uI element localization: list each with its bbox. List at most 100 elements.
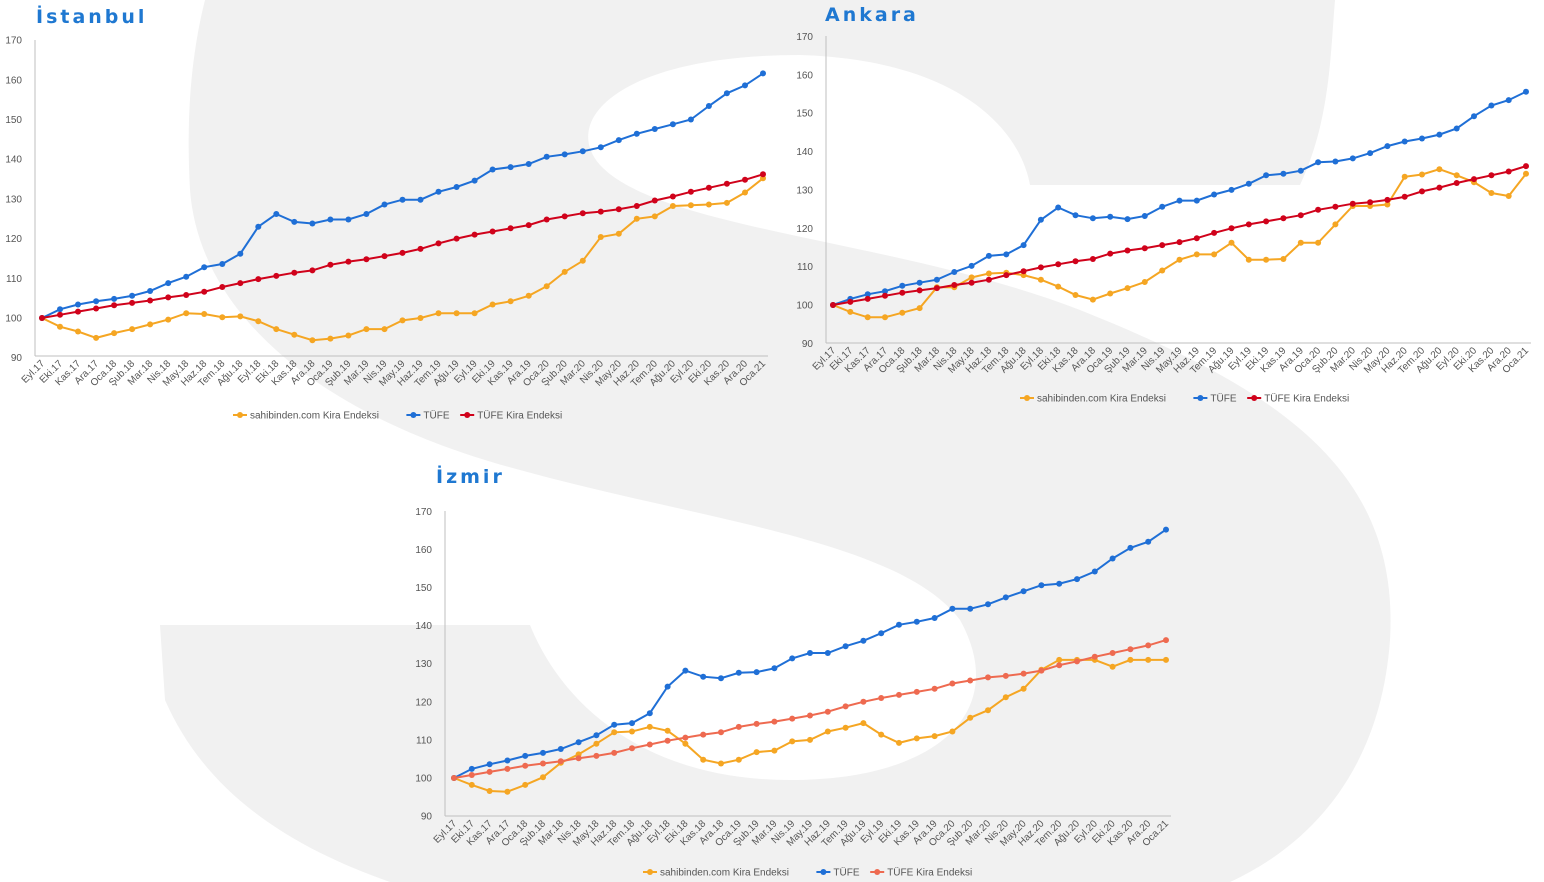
data-point-t-fe-kira-endeksi bbox=[882, 292, 888, 299]
data-point-sahibinden-com-kira-endeksi bbox=[1228, 239, 1235, 246]
data-point-sahibinden-com-kira-endeksi bbox=[718, 760, 724, 767]
data-point-t-fe bbox=[1471, 113, 1477, 120]
data-point-t-fe-kira-endeksi bbox=[1089, 256, 1096, 262]
data-point-t-fe bbox=[543, 153, 550, 160]
data-point-t-fe bbox=[1091, 568, 1098, 575]
data-point-t-fe bbox=[1193, 197, 1200, 204]
data-point-t-fe-kira-endeksi bbox=[842, 703, 849, 710]
legend-marker bbox=[647, 869, 653, 875]
legend-label: TÜFE Kira Endeksi bbox=[477, 410, 562, 422]
data-point-sahibinden-com-kira-endeksi bbox=[327, 335, 334, 342]
data-point-sahibinden-com-kira-endeksi bbox=[646, 723, 653, 730]
y-tick-label: 100 bbox=[5, 314, 22, 325]
data-point-t-fe bbox=[878, 630, 885, 637]
data-point-t-fe-kira-endeksi bbox=[1453, 180, 1460, 186]
data-point-t-fe bbox=[183, 273, 190, 280]
data-point-t-fe-kira-endeksi bbox=[1436, 184, 1443, 191]
data-point-t-fe bbox=[615, 137, 622, 144]
chart-title: İstanbul bbox=[36, 6, 148, 28]
legend-label: sahibinden.com Kira Endeksi bbox=[250, 411, 379, 422]
data-point-sahibinden-com-kira-endeksi bbox=[165, 316, 172, 323]
legend-label: TÜFE bbox=[423, 410, 449, 422]
data-point-sahibinden-com-kira-endeksi bbox=[1488, 190, 1495, 196]
y-tick-label: 90 bbox=[11, 353, 23, 364]
data-point-sahibinden-com-kira-endeksi bbox=[486, 788, 493, 794]
data-point-t-fe-kira-endeksi bbox=[593, 752, 600, 759]
y-tick-label: 100 bbox=[415, 774, 432, 785]
y-tick-label: 150 bbox=[796, 109, 813, 120]
data-point-sahibinden-com-kira-endeksi bbox=[824, 728, 831, 735]
data-point-t-fe bbox=[1384, 143, 1391, 150]
legend-item-t-fe: TÜFE bbox=[406, 410, 450, 422]
data-point-t-fe-kira-endeksi bbox=[860, 698, 867, 705]
legend-item-sahibinden-com-kira-endeksi: sahibinden.com Kira Endeksi bbox=[233, 411, 379, 422]
data-point-sahibinden-com-kira-endeksi bbox=[1453, 172, 1460, 179]
data-point-sahibinden-com-kira-endeksi bbox=[1037, 276, 1044, 283]
data-point-sahibinden-com-kira-endeksi bbox=[789, 738, 796, 745]
data-point-t-fe-kira-endeksi bbox=[664, 737, 671, 744]
istanbul-chart-plot: 90100110120130140150160170Eyl.17Eki.17Ka… bbox=[5, 36, 768, 422]
data-point-sahibinden-com-kira-endeksi bbox=[237, 313, 244, 320]
data-point-sahibinden-com-kira-endeksi bbox=[864, 314, 871, 321]
data-point-t-fe bbox=[1228, 186, 1235, 193]
data-point-sahibinden-com-kira-endeksi bbox=[1523, 170, 1529, 177]
y-tick-label: 140 bbox=[415, 621, 432, 632]
data-point-t-fe-kira-endeksi bbox=[489, 228, 496, 235]
data-point-t-fe bbox=[1280, 170, 1287, 177]
data-point-sahibinden-com-kira-endeksi bbox=[878, 731, 885, 738]
y-tick-label: 170 bbox=[415, 507, 432, 518]
data-point-t-fe bbox=[967, 605, 974, 612]
data-point-t-fe bbox=[147, 288, 154, 294]
data-point-t-fe-kira-endeksi bbox=[615, 206, 622, 213]
data-point-sahibinden-com-kira-endeksi bbox=[742, 189, 748, 196]
data-point-t-fe-kira-endeksi bbox=[219, 284, 226, 290]
data-point-t-fe-kira-endeksi bbox=[899, 289, 906, 296]
data-point-sahibinden-com-kira-endeksi bbox=[985, 270, 992, 277]
legend-item-sahibinden-com-kira-endeksi: sahibinden.com Kira Endeksi bbox=[643, 868, 789, 879]
data-point-sahibinden-com-kira-endeksi bbox=[183, 310, 190, 317]
data-point-sahibinden-com-kira-endeksi bbox=[201, 311, 208, 317]
data-point-t-fe-kira-endeksi bbox=[522, 762, 529, 769]
data-point-t-fe bbox=[913, 618, 920, 625]
data-point-t-fe-kira-endeksi bbox=[985, 276, 992, 283]
data-point-t-fe-kira-endeksi bbox=[39, 315, 45, 321]
data-point-t-fe bbox=[633, 130, 640, 137]
data-point-t-fe bbox=[1127, 544, 1134, 551]
data-point-t-fe-kira-endeksi bbox=[1401, 193, 1408, 200]
data-point-t-fe bbox=[705, 103, 712, 109]
data-point-t-fe bbox=[1176, 197, 1183, 204]
data-point-t-fe bbox=[309, 220, 316, 227]
data-point-sahibinden-com-kira-endeksi bbox=[899, 309, 906, 316]
data-point-t-fe-kira-endeksi bbox=[237, 280, 244, 287]
data-point-t-fe-kira-endeksi bbox=[309, 267, 316, 274]
data-point-t-fe-kira-endeksi bbox=[669, 193, 676, 200]
data-point-t-fe-kira-endeksi bbox=[968, 279, 975, 286]
data-point-sahibinden-com-kira-endeksi bbox=[1145, 656, 1152, 663]
data-point-t-fe bbox=[864, 291, 871, 298]
data-point-t-fe-kira-endeksi bbox=[183, 292, 190, 298]
data-point-t-fe-kira-endeksi bbox=[363, 256, 370, 263]
data-point-t-fe bbox=[949, 605, 956, 612]
data-point-t-fe bbox=[1124, 216, 1131, 223]
data-point-t-fe bbox=[1523, 88, 1529, 95]
data-point-t-fe-kira-endeksi bbox=[1159, 242, 1166, 249]
data-point-t-fe-kira-endeksi bbox=[435, 240, 442, 247]
data-point-t-fe-kira-endeksi bbox=[1020, 268, 1027, 275]
data-point-t-fe-kira-endeksi bbox=[1332, 203, 1339, 210]
data-point-t-fe-kira-endeksi bbox=[1245, 221, 1252, 228]
data-point-sahibinden-com-kira-endeksi bbox=[1072, 292, 1079, 298]
data-point-t-fe bbox=[1107, 213, 1114, 220]
data-point-t-fe bbox=[753, 669, 760, 676]
data-point-sahibinden-com-kira-endeksi bbox=[219, 314, 226, 321]
data-point-t-fe-kira-endeksi bbox=[1419, 188, 1425, 195]
data-point-t-fe bbox=[1037, 216, 1044, 223]
data-point-t-fe-kira-endeksi bbox=[633, 203, 640, 209]
data-point-t-fe-kira-endeksi bbox=[753, 720, 760, 727]
data-point-t-fe-kira-endeksi bbox=[1107, 250, 1114, 257]
data-point-sahibinden-com-kira-endeksi bbox=[896, 739, 902, 746]
y-tick-label: 110 bbox=[416, 735, 432, 746]
data-point-sahibinden-com-kira-endeksi bbox=[1056, 656, 1063, 663]
data-point-sahibinden-com-kira-endeksi bbox=[1401, 173, 1408, 180]
data-point-sahibinden-com-kira-endeksi bbox=[1332, 221, 1339, 228]
data-point-t-fe-kira-endeksi bbox=[1367, 199, 1374, 206]
